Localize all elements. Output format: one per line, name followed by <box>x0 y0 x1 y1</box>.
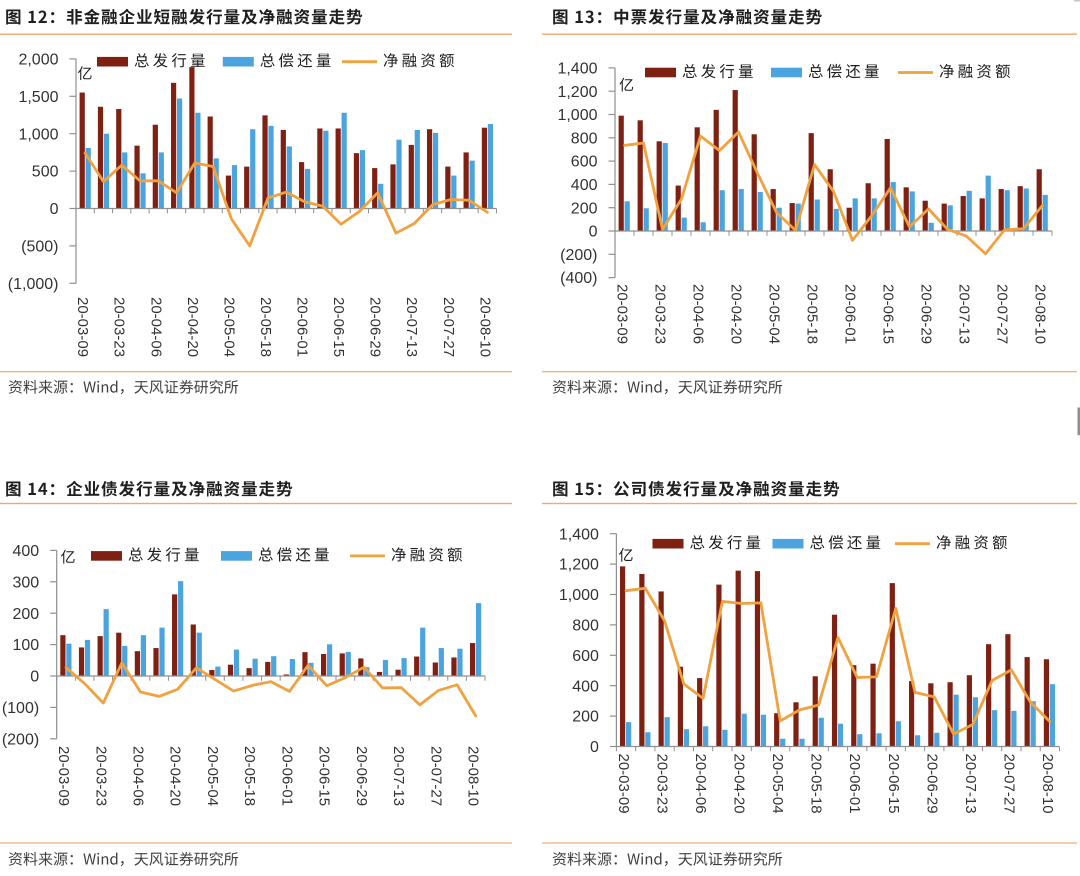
svg-text:200: 200 <box>12 606 39 623</box>
svg-text:800: 800 <box>572 618 599 635</box>
svg-text:20-03-23: 20-03-23 <box>654 754 671 814</box>
svg-text:20-03-09: 20-03-09 <box>614 284 631 344</box>
svg-text:20-05-04: 20-05-04 <box>769 754 786 814</box>
svg-text:20-05-04: 20-05-04 <box>204 746 221 806</box>
svg-text:20-07-27: 20-07-27 <box>1000 754 1017 814</box>
svg-text:20-08-10: 20-08-10 <box>465 746 482 806</box>
svg-text:400: 400 <box>12 543 39 560</box>
svg-text:20-03-23: 20-03-23 <box>92 746 109 806</box>
svg-text:1,200: 1,200 <box>559 557 599 574</box>
svg-text:0: 0 <box>589 224 598 241</box>
svg-text:2,000: 2,000 <box>18 52 58 69</box>
svg-text:20-07-13: 20-07-13 <box>956 284 973 344</box>
svg-text:(200): (200) <box>2 731 39 748</box>
svg-text:300: 300 <box>12 574 39 591</box>
svg-text:20-04-20: 20-04-20 <box>731 754 748 814</box>
svg-text:20-03-09: 20-03-09 <box>74 297 91 357</box>
svg-text:20-03-23: 20-03-23 <box>111 297 128 357</box>
svg-text:1,400: 1,400 <box>559 526 599 543</box>
svg-text:20-05-04: 20-05-04 <box>220 297 237 357</box>
svg-text:20-03-23: 20-03-23 <box>652 284 669 344</box>
svg-text:20-05-18: 20-05-18 <box>808 754 825 814</box>
svg-text:(500): (500) <box>21 239 58 256</box>
svg-text:20-06-01: 20-06-01 <box>846 754 863 814</box>
svg-text:20-06-15: 20-06-15 <box>330 297 347 357</box>
svg-text:20-07-27: 20-07-27 <box>994 284 1011 344</box>
svg-text:20-06-01: 20-06-01 <box>278 746 295 806</box>
svg-text:1,400: 1,400 <box>557 61 597 78</box>
svg-text:600: 600 <box>572 648 599 665</box>
svg-text:600: 600 <box>571 154 598 171</box>
svg-text:20-04-06: 20-04-06 <box>130 746 147 806</box>
svg-text:(1,000): (1,000) <box>8 276 59 293</box>
svg-text:(200): (200) <box>560 247 597 264</box>
svg-text:0: 0 <box>590 739 599 756</box>
svg-text:20-04-20: 20-04-20 <box>167 746 184 806</box>
svg-text:20-04-06: 20-04-06 <box>147 297 164 357</box>
svg-text:1,000: 1,000 <box>18 126 58 143</box>
svg-text:20-05-18: 20-05-18 <box>241 746 258 806</box>
svg-text:20-05-18: 20-05-18 <box>804 284 821 344</box>
svg-text:20-04-20: 20-04-20 <box>184 297 201 357</box>
svg-text:20-06-15: 20-06-15 <box>316 746 333 806</box>
svg-text:20-06-01: 20-06-01 <box>294 297 311 357</box>
svg-text:20-06-29: 20-06-29 <box>367 297 384 357</box>
svg-text:20-03-09: 20-03-09 <box>55 746 72 806</box>
svg-text:400: 400 <box>572 678 599 695</box>
svg-text:1,000: 1,000 <box>557 107 597 124</box>
svg-text:20-04-06: 20-04-06 <box>690 284 707 344</box>
svg-text:20-03-09: 20-03-09 <box>615 754 632 814</box>
svg-text:20-06-15: 20-06-15 <box>885 754 902 814</box>
svg-text:20-06-29: 20-06-29 <box>923 754 940 814</box>
svg-text:400: 400 <box>571 177 598 194</box>
svg-text:0: 0 <box>50 201 59 218</box>
svg-text:20-05-04: 20-05-04 <box>766 284 783 344</box>
svg-text:20-06-15: 20-06-15 <box>880 284 897 344</box>
svg-text:200: 200 <box>571 200 598 217</box>
svg-text:20-06-29: 20-06-29 <box>918 284 935 344</box>
svg-text:500: 500 <box>32 164 59 181</box>
svg-text:20-05-18: 20-05-18 <box>257 297 274 357</box>
svg-text:100: 100 <box>12 637 39 654</box>
svg-text:1,000: 1,000 <box>559 587 599 604</box>
svg-text:20-06-01: 20-06-01 <box>842 284 859 344</box>
svg-text:1,500: 1,500 <box>18 89 58 106</box>
svg-text:800: 800 <box>571 130 598 147</box>
svg-text:20-07-13: 20-07-13 <box>962 754 979 814</box>
svg-text:20-08-10: 20-08-10 <box>1032 284 1049 344</box>
svg-text:20-08-10: 20-08-10 <box>1039 754 1056 814</box>
svg-text:0: 0 <box>30 669 39 686</box>
svg-text:20-04-06: 20-04-06 <box>692 754 709 814</box>
svg-text:20-07-27: 20-07-27 <box>440 297 457 357</box>
svg-text:20-04-20: 20-04-20 <box>728 284 745 344</box>
svg-text:20-07-13: 20-07-13 <box>390 746 407 806</box>
svg-text:20-07-27: 20-07-27 <box>427 746 444 806</box>
svg-text:20-06-29: 20-06-29 <box>353 746 370 806</box>
svg-text:(400): (400) <box>560 270 597 287</box>
svg-text:20-08-10: 20-08-10 <box>476 297 493 357</box>
svg-text:200: 200 <box>572 709 599 726</box>
svg-text:20-07-13: 20-07-13 <box>403 297 420 357</box>
svg-text:(100): (100) <box>2 700 39 717</box>
svg-text:1,200: 1,200 <box>557 84 597 101</box>
